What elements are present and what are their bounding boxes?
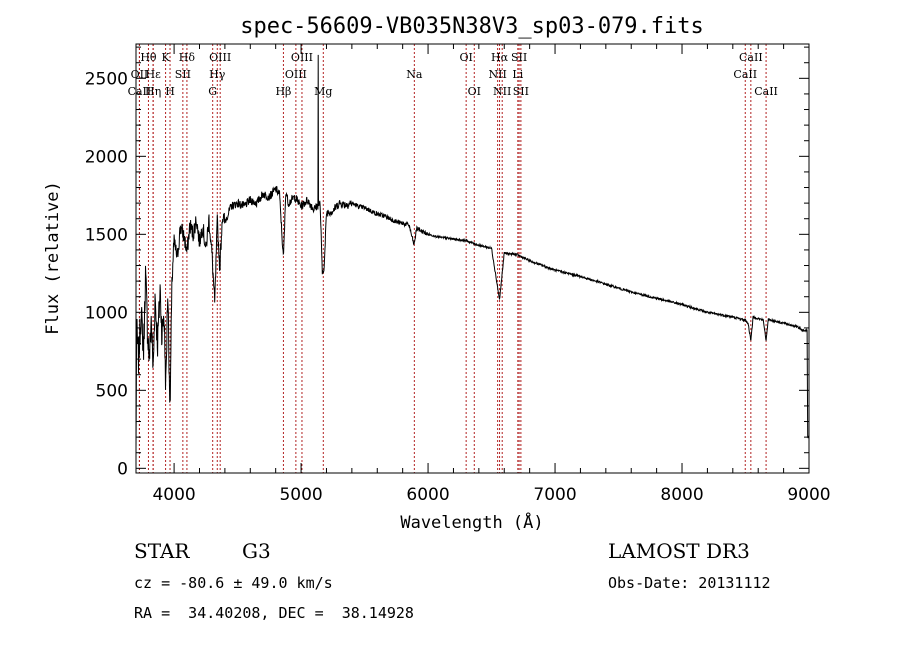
line-label-5: K: [161, 51, 170, 64]
line-label-24: SII: [513, 85, 529, 98]
x-tick-label-1: 5000: [279, 485, 322, 505]
plot-area: [135, 54, 810, 450]
plot-frame: [135, 43, 810, 474]
line-label-18: OI: [468, 85, 481, 98]
y-tick-label-2: 1000: [85, 303, 128, 323]
x-tick-label-4: 8000: [660, 485, 703, 505]
chart-title: spec-56609-VB035N38V3_sp03-079.fits: [240, 14, 704, 39]
line-label-23: Li: [512, 68, 523, 81]
survey-name: LAMOST DR3: [608, 539, 750, 563]
line-label-21: NII: [493, 85, 511, 98]
line-label-13: OIII: [285, 68, 307, 81]
line-label-7: SII: [175, 68, 191, 81]
object-class: STAR: [134, 539, 190, 563]
spectrum-line: [135, 54, 810, 450]
line-label-2: CaII: [128, 85, 152, 98]
axes: 4000 5000 6000 7000 8000 9000 0 500 1000 1500 2000…: [85, 43, 831, 505]
line-label-9: G: [208, 85, 217, 98]
line-label-19: Hα: [491, 51, 509, 64]
object-subclass: G3: [242, 539, 271, 563]
line-label-14: OIII: [291, 51, 313, 64]
y-tick-label-0: 0: [117, 459, 128, 479]
line-label-17: OI: [459, 51, 472, 64]
line-label-26: CaII: [733, 68, 757, 81]
line-label-6: H: [165, 85, 175, 98]
line-label-15: Mg: [314, 85, 332, 98]
y-tick-label-3: 1500: [85, 225, 128, 245]
line-label-11: Hγ: [209, 68, 226, 81]
spectral-line-labels: HθOIICaIIHεHηKHSIIHδGOIIIHγHβOIIIOIIIMgN…: [128, 51, 778, 98]
line-label-8: Hδ: [179, 51, 196, 64]
obs-date-readout: Obs-Date: 20131112: [608, 574, 771, 592]
x-tick-label-3: 7000: [533, 485, 576, 505]
y-tick-label-5: 2500: [85, 69, 128, 89]
line-label-16: Na: [406, 68, 423, 81]
y-axis-label: Flux (relative): [43, 181, 63, 335]
line-label-20: NII: [488, 68, 506, 81]
x-tick-label-5: 9000: [787, 485, 830, 505]
spectral-line-markers: [138, 44, 767, 473]
x-axis-label: Wavelength (Å): [400, 511, 543, 533]
line-label-1: OII: [131, 68, 149, 81]
line-label-0: Hθ: [140, 51, 157, 64]
line-label-3: Hε: [145, 68, 161, 81]
y-tick-label-1: 500: [96, 381, 128, 401]
line-label-22: SII: [511, 51, 527, 64]
y-tick-label-4: 2000: [85, 147, 128, 167]
line-label-12: Hβ: [275, 85, 291, 98]
coordinates-readout: RA = 34.40208, DEC = 38.14928: [134, 604, 414, 622]
line-label-27: CaII: [754, 85, 778, 98]
x-tick-label-2: 6000: [406, 485, 449, 505]
line-label-10: OIII: [209, 51, 231, 64]
line-label-25: CaII: [739, 51, 763, 64]
x-tick-label-0: 4000: [152, 485, 195, 505]
line-label-4: Hη: [145, 85, 161, 98]
redshift-readout: cz = -80.6 ± 49.0 km/s: [134, 574, 333, 592]
